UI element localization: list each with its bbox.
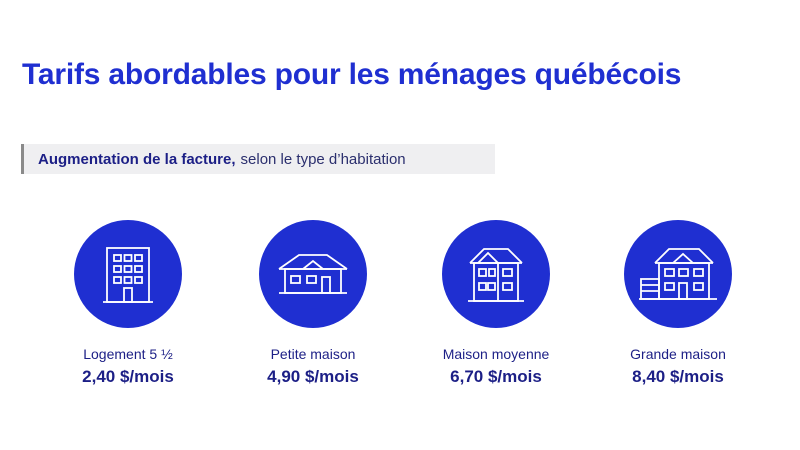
two-storey-house-icon <box>442 220 550 328</box>
item-price: 8,40 $/mois <box>632 367 724 386</box>
small-house-icon <box>259 220 367 328</box>
subtitle-rest: selon le type d’habitation <box>240 150 406 168</box>
item-price: 2,40 $/mois <box>82 367 174 386</box>
item-price: 6,70 $/mois <box>450 367 542 386</box>
item-label: Logement 5 ½ <box>83 346 173 362</box>
housing-item-medium-house: Maison moyenne 6,70 $/mois <box>406 220 586 387</box>
item-price: 4,90 $/mois <box>267 367 359 386</box>
housing-item-small-house: Petite maison 4,90 $/mois <box>223 220 403 387</box>
large-house-garage-icon <box>624 220 732 328</box>
page-title: Tarifs abordables pour les ménages québé… <box>22 58 682 91</box>
housing-item-apartment: Logement 5 ½ 2,40 $/mois <box>38 220 218 387</box>
apartment-building-icon <box>74 220 182 328</box>
subtitle-bold: Augmentation de la facture, <box>38 150 236 168</box>
item-label: Grande maison <box>630 346 726 362</box>
subtitle-banner: Augmentation de la facture, selon le typ… <box>21 144 495 174</box>
item-label: Petite maison <box>270 346 356 362</box>
housing-item-large-house: Grande maison 8,40 $/mois <box>588 220 768 387</box>
item-label: Maison moyenne <box>442 346 550 362</box>
